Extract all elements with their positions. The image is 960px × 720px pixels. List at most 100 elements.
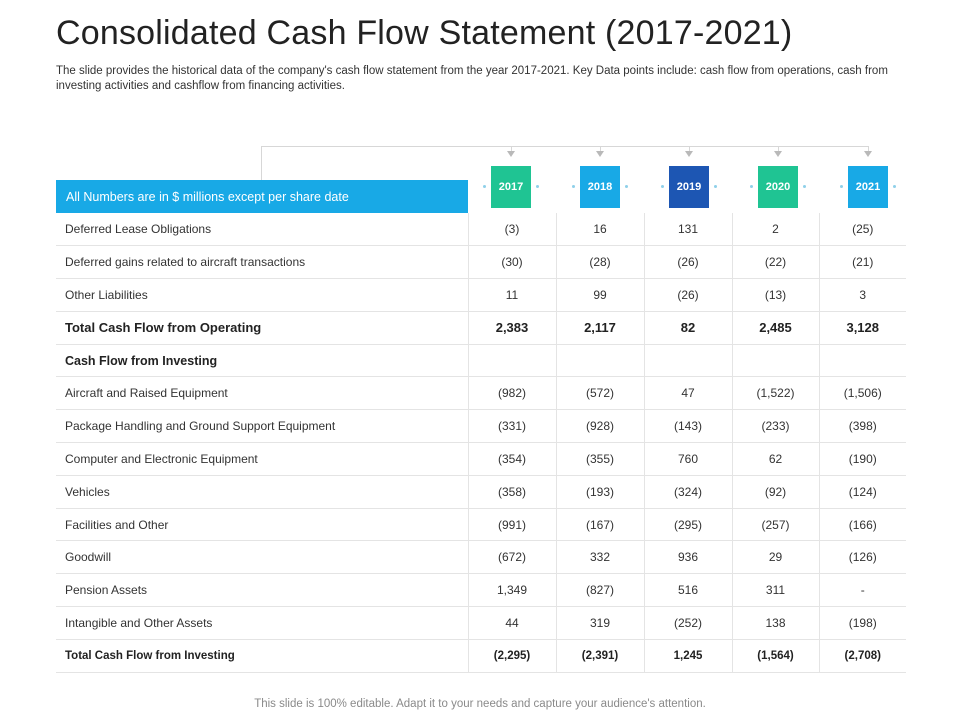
- value-cell-2020: 2,485: [731, 311, 819, 345]
- row-label: Deferred Lease Obligations: [56, 213, 468, 247]
- table-row: Computer and Electronic Equipment (354) (3…: [56, 442, 906, 476]
- value-cell-2019: (26): [643, 278, 732, 312]
- arrow-down-icon: [596, 151, 604, 157]
- arrow-down-icon: [864, 151, 872, 157]
- value-cell-2021: (21): [818, 245, 906, 280]
- value-cell-2018: (2,391): [555, 639, 644, 673]
- value-cell-2020: (1,522): [731, 376, 819, 411]
- connector-line-2018: [600, 146, 601, 154]
- value-cell-2020: (257): [731, 508, 819, 542]
- value-cell-2017: 44: [467, 606, 556, 640]
- value-cell-2019: [643, 344, 732, 378]
- value-cell-2019: 936: [643, 540, 732, 575]
- row-label: Cash Flow from Investing: [56, 344, 468, 378]
- table-row: Package Handling and Ground Support Equi…: [56, 409, 906, 444]
- year-badge-2020: 2020: [750, 166, 806, 208]
- value-cell-2017: 1,349: [467, 573, 556, 608]
- row-label: Aircraft and Raised Equipment: [56, 376, 468, 411]
- value-cell-2020: 311: [731, 573, 819, 608]
- value-cell-2019: 131: [643, 213, 732, 247]
- row-label: Intangible and Other Assets: [56, 606, 468, 640]
- value-cell-2019: (26): [643, 245, 732, 280]
- value-cell-2021: (126): [818, 540, 906, 575]
- value-cell-2021: [818, 344, 906, 378]
- value-cell-2017: (358): [467, 475, 556, 509]
- table-row: Other Liabilities 11 99 (26) (13) 3: [56, 278, 906, 312]
- value-cell-2018: (827): [555, 573, 644, 608]
- value-cell-2019: (324): [643, 475, 732, 509]
- value-cell-2017: (672): [467, 540, 556, 575]
- table-row: Vehicles (358) (193) (324) (92) (124): [56, 475, 906, 509]
- value-cell-2017: (991): [467, 508, 556, 542]
- row-label: Total Cash Flow from Operating: [56, 311, 468, 345]
- row-label: Vehicles: [56, 475, 468, 509]
- footer-note: This slide is 100% editable. Adapt it to…: [254, 698, 706, 710]
- value-cell-2020: (92): [731, 475, 819, 509]
- value-cell-2018: (167): [555, 508, 644, 542]
- value-cell-2017: (2,295): [467, 639, 556, 673]
- value-cell-2018: 332: [555, 540, 644, 575]
- page-title: Consolidated Cash Flow Statement (2017-2…: [56, 14, 793, 52]
- value-cell-2018: (572): [555, 376, 644, 411]
- value-cell-2019: 82: [643, 311, 732, 345]
- year-badge-2019: 2019: [661, 166, 717, 208]
- value-cell-2017: (331): [467, 409, 556, 444]
- value-cell-2020: 29: [731, 540, 819, 575]
- row-label: Facilities and Other: [56, 508, 468, 542]
- value-cell-2019: 47: [643, 376, 732, 411]
- table-row: Total Cash Flow from Operating 2,383 2,117…: [56, 311, 906, 345]
- value-cell-2018: 319: [555, 606, 644, 640]
- row-label: Pension Assets: [56, 573, 468, 608]
- connector-line-2021: [868, 146, 869, 154]
- value-cell-2020: (1,564): [731, 639, 819, 673]
- value-cell-2019: (143): [643, 409, 732, 444]
- table-row: Cash Flow from Investing: [56, 344, 906, 378]
- table-row: Total Cash Flow from Investing (2,295) (2,…: [56, 639, 906, 673]
- value-cell-2020: 2: [731, 213, 819, 247]
- value-cell-2020: [731, 344, 819, 378]
- value-cell-2021: (190): [818, 442, 906, 476]
- value-cell-2018: 2,117: [555, 311, 644, 345]
- row-label: Goodwill: [56, 540, 468, 575]
- value-cell-2021: (2,708): [818, 639, 906, 673]
- value-cell-2021: (124): [818, 475, 906, 509]
- value-cell-2021: (198): [818, 606, 906, 640]
- table-row: Deferred gains related to aircraft trans…: [56, 245, 906, 280]
- value-cell-2018: [555, 344, 644, 378]
- connector-line-2017: [511, 146, 512, 154]
- value-cell-2018: (28): [555, 245, 644, 280]
- table-row: Pension Assets 1,349 (827) 516 311-: [56, 573, 906, 608]
- value-cell-2017: (30): [467, 245, 556, 280]
- value-cell-2021: -: [818, 573, 906, 608]
- value-cell-2021: (25): [818, 213, 906, 247]
- value-cell-2018: (928): [555, 409, 644, 444]
- row-label: Deferred gains related to aircraft trans…: [56, 245, 468, 280]
- row-label: Computer and Electronic Equipment: [56, 442, 468, 476]
- units-header: All Numbers are in $ millions except per…: [56, 180, 468, 213]
- value-cell-2019: 1,245: [643, 639, 732, 673]
- units-note: All Numbers are in $ millions except per…: [66, 189, 349, 204]
- table-row: Aircraft and Raised Equipment (982) (572) 4…: [56, 376, 906, 411]
- cash-flow-table: Deferred Lease Obligations (3) 16 131 2 (25) D…: [56, 213, 906, 673]
- value-cell-2018: 99: [555, 278, 644, 312]
- value-cell-2019: 760: [643, 442, 732, 476]
- value-cell-2017: (354): [467, 442, 556, 476]
- arrow-down-icon: [774, 151, 782, 157]
- value-cell-2017: [467, 344, 556, 378]
- value-cell-2020: (22): [731, 245, 819, 280]
- table-row: Facilities and Other (991) (167) (295) (257)…: [56, 508, 906, 542]
- year-badge-2018: 2018: [572, 166, 628, 208]
- value-cell-2017: (982): [467, 376, 556, 411]
- value-cell-2017: (3): [467, 213, 556, 247]
- page-subtitle: The slide provides the historical data o…: [56, 65, 888, 92]
- year-badge-2021: 2021: [840, 166, 896, 208]
- value-cell-2021: 3: [818, 278, 906, 312]
- value-cell-2020: 62: [731, 442, 819, 476]
- value-cell-2019: (295): [643, 508, 732, 542]
- value-cell-2018: 16: [555, 213, 644, 247]
- table-row: Deferred Lease Obligations (3) 16 131 2 (25): [56, 213, 906, 247]
- value-cell-2020: 138: [731, 606, 819, 640]
- table-row: Intangible and Other Assets 44 319 (252) 138…: [56, 606, 906, 640]
- value-cell-2020: (233): [731, 409, 819, 444]
- arrow-down-icon: [507, 151, 515, 157]
